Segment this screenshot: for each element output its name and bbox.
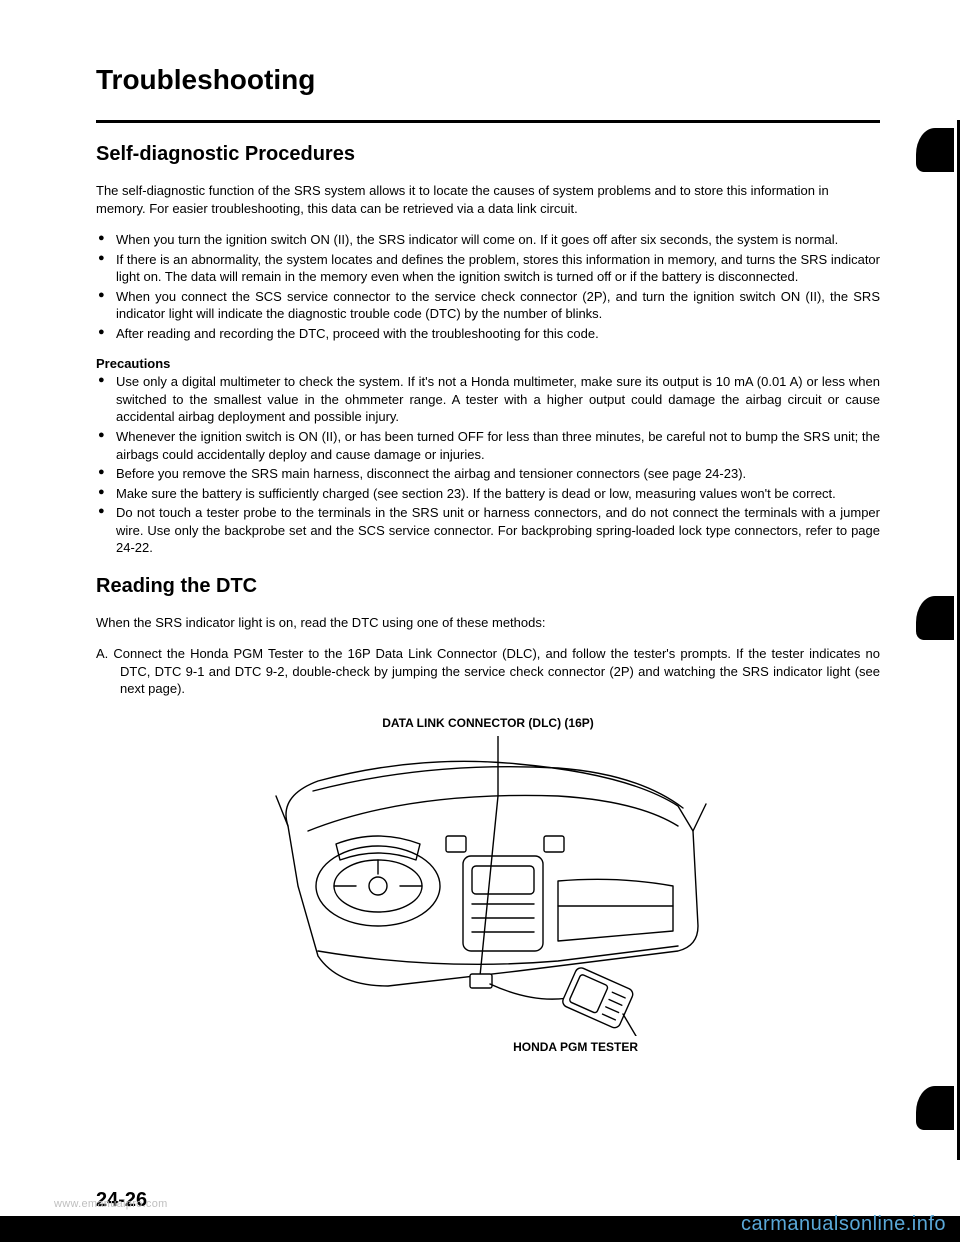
list-item: Whenever the ignition switch is ON (II),…	[96, 428, 880, 463]
figure-container: DATA LINK CONNECTOR (DLC) (16P)	[248, 716, 728, 1054]
intro-paragraph: The self-diagnostic function of the SRS …	[96, 182, 880, 217]
list-item: After reading and recording the DTC, pro…	[96, 325, 880, 343]
manual-page: Troubleshooting Self-diagnostic Procedur…	[0, 0, 960, 1094]
list-item: Make sure the battery is sufficiently ch…	[96, 485, 880, 503]
figure-label-bottom: HONDA PGM TESTER	[248, 1040, 728, 1054]
page-title: Troubleshooting	[96, 64, 880, 96]
diagnostic-bullets: When you turn the ignition switch ON (II…	[96, 231, 880, 342]
section-heading: Self-diagnostic Procedures	[96, 143, 880, 166]
list-item: When you turn the ignition switch ON (II…	[96, 231, 880, 249]
dashboard-illustration	[258, 736, 718, 1036]
method-a: A. Connect the Honda PGM Tester to the 1…	[96, 645, 880, 698]
title-rule	[96, 120, 880, 123]
precautions-heading: Precautions	[96, 356, 880, 371]
list-item: Before you remove the SRS main harness, …	[96, 465, 880, 483]
section-heading: Reading the DTC	[96, 575, 880, 598]
intro-paragraph: When the SRS indicator light is on, read…	[96, 614, 880, 632]
precautions-bullets: Use only a digital multimeter to check t…	[96, 373, 880, 556]
list-item: Use only a digital multimeter to check t…	[96, 373, 880, 426]
list-item: Do not touch a tester probe to the termi…	[96, 504, 880, 557]
list-item: If there is an abnormality, the system l…	[96, 251, 880, 286]
watermark-left: www.emanualpro.com	[54, 1198, 168, 1210]
list-item: When you connect the SCS service connect…	[96, 288, 880, 323]
figure-label-top: DATA LINK CONNECTOR (DLC) (16P)	[248, 716, 728, 730]
watermark-right: carmanualsonline.info	[741, 1213, 946, 1236]
